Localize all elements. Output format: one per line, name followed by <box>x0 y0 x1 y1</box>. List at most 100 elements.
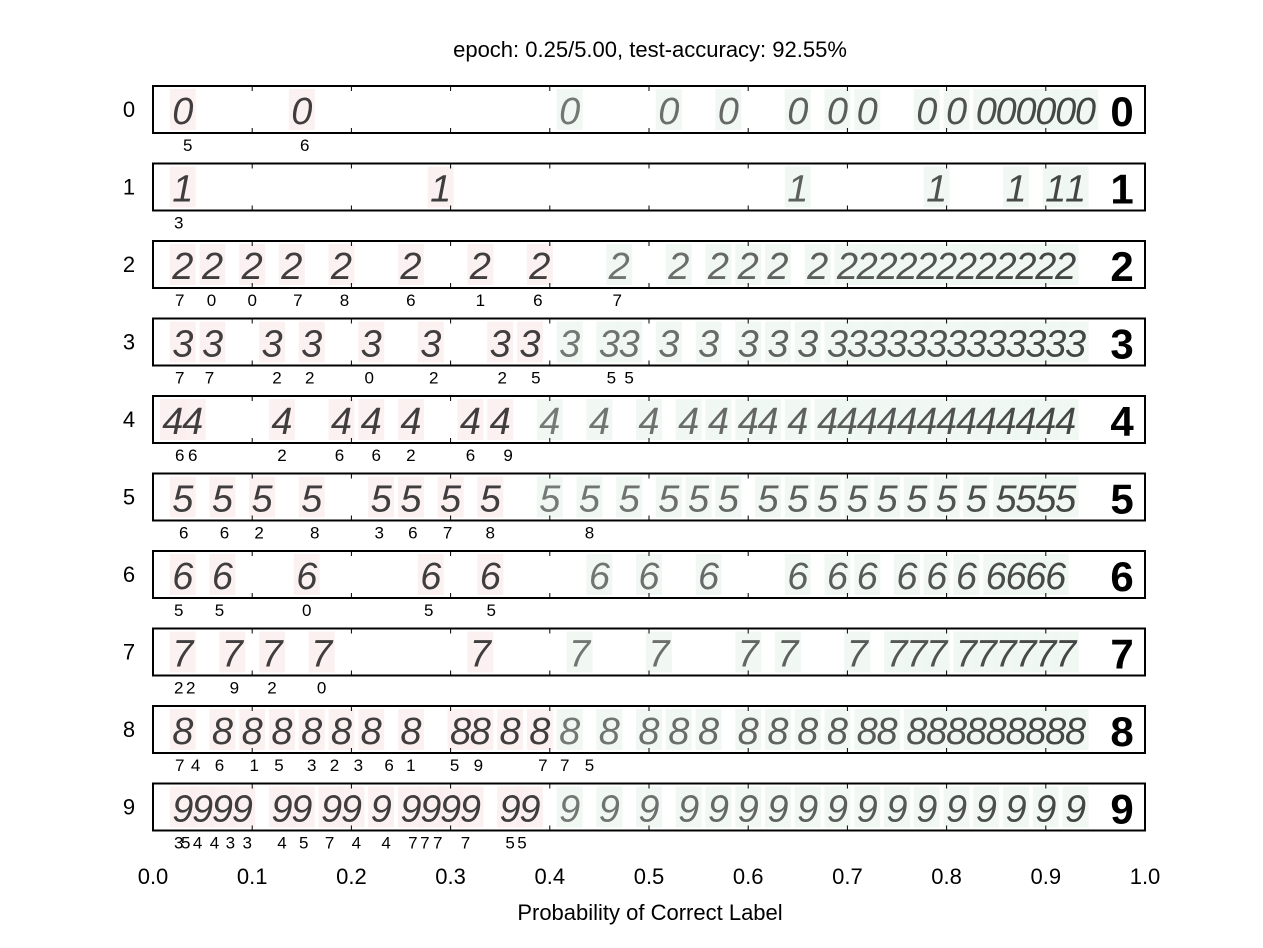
digit-mark: 6 <box>857 556 879 598</box>
digit-mark: 2 <box>241 246 263 288</box>
digit-cell <box>854 554 881 595</box>
digit-mark: 4 <box>738 401 759 443</box>
digit-mark: 3 <box>599 324 620 366</box>
digit-cell <box>1052 631 1079 673</box>
predicted-label: 9 <box>474 756 483 775</box>
digit-cell <box>169 631 196 673</box>
digit-cell <box>417 321 444 363</box>
predicted-label: 5 <box>424 601 433 620</box>
digit-mark: 4 <box>490 401 511 443</box>
digit-mark: 8 <box>638 711 659 753</box>
predicted-label: 3 <box>374 524 383 543</box>
predicted-label: 6 <box>300 136 309 155</box>
digit-mark: 5 <box>966 479 988 521</box>
digit-cell <box>576 476 603 518</box>
predicted-label: 6 <box>371 446 380 465</box>
predicted-label: 5 <box>531 369 540 388</box>
digit-mark: 7 <box>956 634 979 676</box>
digit-cell <box>1032 786 1059 828</box>
x-tick-label: 0.0 <box>138 864 169 889</box>
digit-mark: 3 <box>519 324 540 366</box>
digit-cell <box>735 631 762 673</box>
digit-cell <box>645 631 672 673</box>
digit-cell <box>675 399 702 440</box>
digit-cell <box>784 399 811 440</box>
predicted-label: 0 <box>207 291 216 310</box>
x-tick-label: 0.1 <box>237 864 268 889</box>
predicted-label: 9 <box>230 679 239 698</box>
digit-cell <box>477 476 504 518</box>
digit-mark: 4 <box>817 401 838 443</box>
digit-mark: 4 <box>787 401 808 443</box>
predicted-label: 9 <box>503 446 512 465</box>
digit-cell <box>556 321 583 363</box>
predicted-label: 0 <box>302 601 311 620</box>
digit-mark: 3 <box>986 324 1007 366</box>
digit-mark: 8 <box>1005 711 1026 753</box>
digit-mark: 5 <box>757 479 779 521</box>
digit-cell <box>655 476 682 518</box>
digit-cell <box>397 399 424 440</box>
digit-mark: 5 <box>787 479 809 521</box>
digit-cell <box>735 709 762 750</box>
digit-cell <box>169 166 196 208</box>
digit-mark: 1 <box>926 169 947 211</box>
digit-mark: 2 <box>528 246 550 288</box>
digit-mark: 9 <box>678 789 699 831</box>
digit-cell <box>884 786 910 828</box>
x-tick-label: 0.3 <box>435 864 466 889</box>
digit-mark: 3 <box>797 324 818 366</box>
predicted-label: 4 <box>381 834 390 853</box>
digit-cell <box>199 244 226 285</box>
digit-cell <box>526 244 553 285</box>
digit-cell <box>437 476 464 518</box>
predicted-label: 2 <box>272 369 281 388</box>
predicted-label: 6 <box>220 524 229 543</box>
digit-cell <box>923 554 950 595</box>
predicted-label: 2 <box>406 446 415 465</box>
digit-mark: 8 <box>331 711 352 753</box>
digit-mark: 0 <box>946 91 967 133</box>
digit-mark: 8 <box>470 711 491 753</box>
predicted-label: 4 <box>193 834 202 853</box>
digit-mark: 9 <box>857 789 878 831</box>
digit-cell <box>556 89 583 130</box>
digit-mark: 8 <box>906 711 927 753</box>
digit-cell <box>169 476 196 518</box>
digit-mark: 2 <box>399 246 421 288</box>
digit-cell <box>784 554 811 595</box>
digit-cell <box>695 709 722 750</box>
digit-cell <box>655 321 682 363</box>
digit-mark: 3 <box>946 324 967 366</box>
digit-cell <box>209 476 236 518</box>
digit-mark: 2 <box>201 246 223 288</box>
digit-mark: 2 <box>667 246 689 288</box>
digit-cell <box>824 554 851 595</box>
digit-cell <box>764 244 791 285</box>
digit-mark: 6 <box>296 556 318 598</box>
predicted-label: 1 <box>249 756 258 775</box>
digit-mark: 4 <box>936 401 957 443</box>
predicted-label: 2 <box>186 679 195 698</box>
digit-mark: 4 <box>182 401 203 443</box>
digit-mark: 5 <box>658 479 680 521</box>
digit-cell <box>209 554 236 595</box>
digit-mark: 9 <box>767 789 788 831</box>
row-label: 6 <box>123 562 135 587</box>
digit-mark: 9 <box>1035 789 1056 831</box>
digit-mark: 0 <box>827 91 848 133</box>
digit-mark: 7 <box>648 634 671 676</box>
digit-cell <box>338 786 365 828</box>
digit-cell <box>854 786 881 828</box>
digit-mark: 9 <box>827 789 848 831</box>
digit-mark: 6 <box>589 556 611 598</box>
digit-mark: 4 <box>1015 401 1036 443</box>
digit-mark: 2 <box>876 246 898 288</box>
digit-cell <box>457 786 484 828</box>
digit-mark: 6 <box>926 556 948 598</box>
digit-cell <box>586 554 613 595</box>
digit-cell <box>1003 786 1030 828</box>
predicted-label: 6 <box>533 291 542 310</box>
